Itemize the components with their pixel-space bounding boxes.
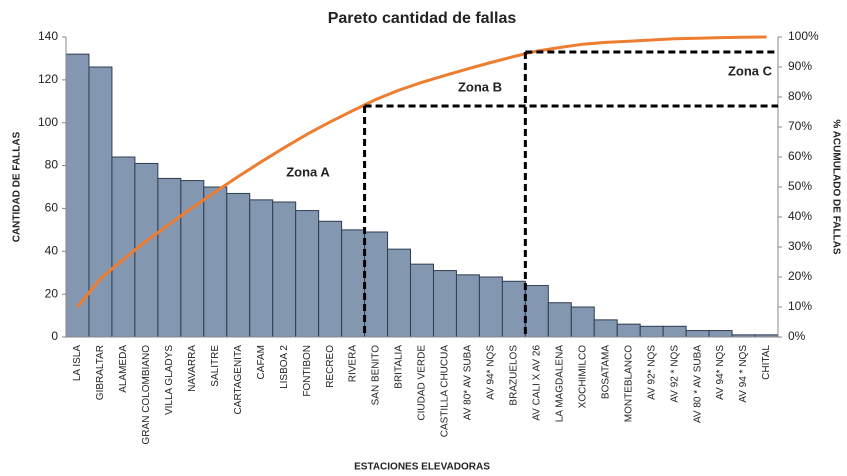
bar bbox=[295, 210, 320, 338]
y2-tick-label: 50% bbox=[788, 179, 812, 193]
x-tick-label: GIBRALTAR bbox=[95, 345, 106, 400]
bar bbox=[65, 53, 90, 338]
bar bbox=[318, 220, 343, 338]
y-tick-label: 140 bbox=[38, 29, 58, 43]
bar bbox=[157, 177, 182, 338]
x-tick-label: LA MAGDALENA bbox=[554, 345, 565, 423]
y-tick-label: 100 bbox=[38, 115, 58, 129]
bar bbox=[272, 201, 297, 338]
bar bbox=[249, 199, 274, 338]
zone-label: Zona B bbox=[458, 79, 502, 94]
x-tick-label: GRAN COLOMBIANO bbox=[141, 345, 152, 445]
y2-tick-label: 30% bbox=[788, 239, 812, 253]
x-tick-label: AV 94* NQS bbox=[715, 345, 726, 400]
y2-axis-title: % ACUMULADO DE FALLAS bbox=[830, 119, 841, 255]
bar bbox=[364, 231, 389, 338]
y-tick-label: 20 bbox=[45, 286, 59, 300]
bar bbox=[455, 274, 480, 338]
x-tick-label: CARTAGENITA bbox=[233, 345, 244, 415]
y2-tick-label: 60% bbox=[788, 149, 812, 163]
x-tick-label: CAFAM bbox=[256, 345, 267, 379]
x-tick-label: LA ISLA bbox=[72, 345, 83, 381]
bar bbox=[88, 66, 113, 338]
x-tick-label: BRITALIA bbox=[394, 345, 405, 389]
zone-label: Zona C bbox=[728, 63, 773, 78]
x-tick-label: FONTIBON bbox=[302, 345, 313, 397]
y2-tick-label: 80% bbox=[788, 89, 812, 103]
x-tick-label: RIVERA bbox=[348, 345, 359, 383]
bar bbox=[616, 323, 641, 338]
x-tick-label: SAN BENITO bbox=[371, 345, 382, 406]
x-tick-label: AV 80* AV SUBA bbox=[463, 345, 474, 421]
y2-tick-label: 10% bbox=[788, 299, 812, 313]
bar bbox=[478, 276, 503, 338]
bar bbox=[226, 192, 251, 338]
bar bbox=[432, 270, 457, 338]
x-tick-label: NAVARRA bbox=[187, 345, 198, 392]
cumulative-line bbox=[76, 35, 767, 308]
x-tick-label: XOCHIMILCO bbox=[577, 345, 588, 409]
bar bbox=[203, 186, 228, 338]
y2-tick-label: 90% bbox=[788, 59, 812, 73]
y-tick-label: 60 bbox=[45, 201, 59, 215]
bar bbox=[134, 162, 159, 338]
x-tick-label: AV CALI X AV 26 bbox=[531, 345, 542, 421]
x-tick-label: AV 80 * AV SUBA bbox=[692, 345, 703, 423]
x-tick-label: LISBOA 2 bbox=[279, 345, 290, 389]
x-tick-label: AV 92 * NQS bbox=[669, 345, 680, 403]
bar bbox=[387, 248, 412, 338]
x-tick-label: CIUDAD VERDE bbox=[417, 345, 428, 421]
y2-tick-label: 70% bbox=[788, 119, 812, 133]
bar bbox=[593, 319, 618, 338]
bar bbox=[501, 280, 526, 338]
y2-tick-label: 20% bbox=[788, 269, 812, 283]
x-tick-label: VILLA GLADYS bbox=[164, 345, 175, 415]
zone-label: Zona A bbox=[286, 164, 330, 179]
x-tick-label: CASTILLA CHUCUA bbox=[440, 345, 451, 438]
bar bbox=[708, 330, 733, 338]
bar bbox=[111, 156, 136, 338]
bar bbox=[341, 229, 366, 338]
x-tick-label: ALAMEDA bbox=[118, 345, 129, 393]
y-tick-label: 80 bbox=[45, 158, 59, 172]
bar bbox=[662, 325, 687, 338]
y2-tick-label: 100% bbox=[788, 29, 819, 43]
y-tick-label: 40 bbox=[45, 243, 59, 257]
x-tick-label: CHITAL bbox=[761, 345, 772, 380]
x-tick-label: BRAZUELOS bbox=[509, 345, 520, 406]
y2-tick-label: 40% bbox=[788, 209, 812, 223]
x-tick-label: AV 94 * NQS bbox=[738, 345, 749, 403]
x-tick-label: RECREO bbox=[325, 345, 336, 388]
x-tick-label: AV 92* NQS bbox=[646, 345, 657, 400]
y-axis-title: CANTIDAD DE FALLAS bbox=[12, 131, 23, 242]
x-axis-title: ESTACIONES ELEVADORAS bbox=[354, 462, 490, 473]
x-tick-label: SALITRE bbox=[210, 345, 221, 387]
x-tick-label: BOSATAMA bbox=[600, 345, 611, 399]
y-tick-label: 0 bbox=[51, 329, 58, 343]
y-tick-label: 120 bbox=[38, 72, 58, 86]
bar bbox=[180, 180, 205, 338]
chart-title: Pareto cantidad de fallas bbox=[328, 10, 517, 27]
y2-tick-label: 0% bbox=[788, 329, 806, 343]
bar bbox=[570, 306, 595, 338]
bar bbox=[524, 285, 549, 338]
x-tick-label: MONTEBLANCO bbox=[623, 345, 634, 422]
bar bbox=[410, 263, 434, 338]
x-tick-label: AV 94* NQS bbox=[486, 345, 497, 400]
bar bbox=[547, 302, 572, 338]
bar bbox=[639, 325, 664, 338]
bar bbox=[685, 330, 710, 338]
